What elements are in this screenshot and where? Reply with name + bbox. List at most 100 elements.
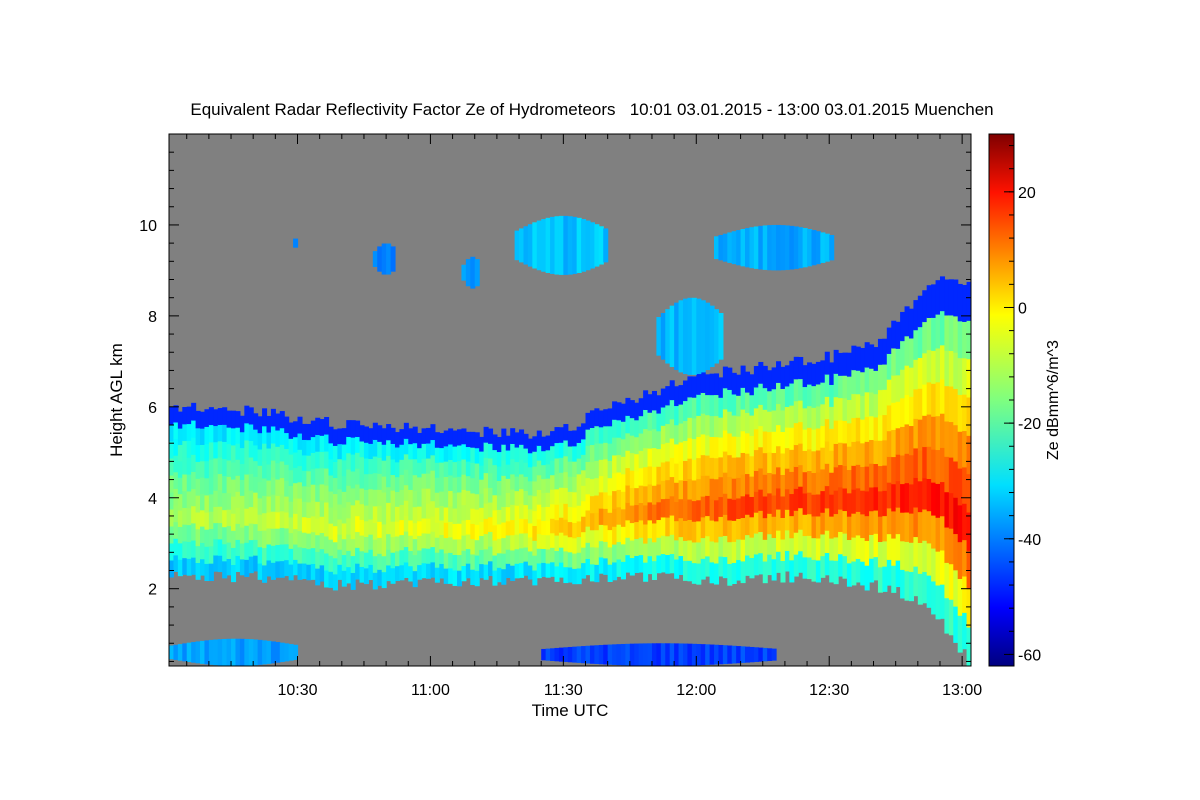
reflectivity-cell (381, 539, 387, 557)
reflectivity-cell (749, 435, 755, 457)
reflectivity-cell (355, 483, 361, 501)
reflectivity-cell (846, 469, 852, 494)
reflectivity-cell (239, 495, 245, 512)
reflectivity-cell (594, 408, 600, 427)
reflectivity-cell (793, 378, 799, 402)
reflectivity-cell (891, 510, 897, 539)
reflectivity-cell (257, 465, 263, 483)
reflectivity-cell (195, 495, 201, 513)
reflectivity-cell (651, 643, 657, 666)
reflectivity-cell (753, 386, 759, 409)
reflectivity-cell (381, 507, 387, 525)
reflectivity-cell (270, 459, 276, 478)
reflectivity-cell (341, 507, 347, 524)
reflectivity-cell (204, 443, 210, 462)
reflectivity-cell (457, 429, 463, 446)
reflectivity-cell (953, 388, 959, 426)
reflectivity-cell (767, 411, 773, 433)
reflectivity-cell (182, 440, 188, 458)
reflectivity-cell (403, 561, 409, 578)
reflectivity-cell (527, 480, 533, 496)
reflectivity-cell (492, 539, 498, 556)
reflectivity-cell (745, 228, 751, 268)
reflectivity-cell (425, 503, 432, 519)
reflectivity-cell (767, 513, 773, 535)
reflectivity-cell (403, 515, 409, 532)
reflectivity-cell (315, 451, 321, 469)
reflectivity-cell (350, 521, 356, 540)
reflectivity-cell (931, 482, 937, 516)
reflectivity-cell (771, 367, 777, 390)
reflectivity-cell (944, 279, 950, 316)
reflectivity-cell (962, 394, 968, 432)
reflectivity-cell (554, 504, 560, 521)
reflectivity-cell (421, 473, 427, 489)
reflectivity-cell (262, 408, 268, 427)
reflectivity-cell (399, 534, 405, 551)
reflectivity-cell (169, 491, 175, 510)
reflectivity-cell (603, 557, 609, 575)
reflectivity-cell (625, 502, 631, 521)
reflectivity-cell (740, 430, 746, 453)
reflectivity-cell (798, 378, 804, 401)
reflectivity-cell (815, 537, 821, 561)
reflectivity-cell (363, 457, 369, 475)
reflectivity-cell (926, 478, 932, 512)
reflectivity-cell (208, 424, 214, 443)
reflectivity-cell (718, 234, 724, 261)
reflectivity-cell (740, 560, 746, 584)
reflectivity-cell (727, 563, 733, 586)
reflectivity-cell (953, 315, 959, 353)
reflectivity-cell (855, 487, 861, 512)
reflectivity-cell (913, 359, 919, 390)
reflectivity-cell (829, 234, 835, 261)
reflectivity-cell (731, 541, 737, 563)
reflectivity-cell (691, 562, 697, 584)
reflectivity-cell (616, 524, 622, 543)
reflectivity-cell (496, 480, 502, 496)
reflectivity-cell (705, 475, 711, 496)
reflectivity-cell (470, 538, 476, 555)
reflectivity-cell (908, 513, 914, 543)
reflectivity-cell (771, 648, 777, 661)
reflectivity-cell (381, 523, 387, 541)
reflectivity-cell (572, 445, 578, 462)
reflectivity-cell (696, 541, 702, 564)
reflectivity-cell (408, 519, 414, 536)
reflectivity-cell (691, 417, 697, 440)
reflectivity-cell (581, 438, 587, 455)
reflectivity-cell (625, 415, 631, 434)
reflectivity-cell (612, 419, 618, 438)
reflectivity-cell (745, 554, 751, 576)
reflectivity-cell (895, 401, 901, 429)
reflectivity-cell (917, 295, 923, 328)
reflectivity-cell (226, 541, 232, 559)
reflectivity-cell (833, 466, 839, 491)
reflectivity-cell (855, 534, 861, 559)
y-tick-label: 4 (148, 491, 157, 508)
reflectivity-cell (842, 487, 848, 512)
reflectivity-cell (222, 407, 228, 425)
reflectivity-cell (634, 419, 640, 438)
reflectivity-cell (262, 425, 268, 444)
reflectivity-cell (284, 543, 290, 561)
reflectivity-cell (439, 519, 445, 536)
reflectivity-cell (377, 521, 383, 538)
reflectivity-cell (315, 484, 321, 502)
reflectivity-cell (793, 488, 799, 511)
reflectivity-cell (904, 570, 910, 601)
reflectivity-cell (908, 367, 914, 397)
reflectivity-cell (527, 494, 533, 510)
reflectivity-cell (408, 458, 414, 475)
reflectivity-cell (638, 432, 644, 451)
reflectivity-cell (346, 550, 352, 568)
reflectivity-cell (877, 566, 883, 593)
reflectivity-cell (811, 559, 817, 582)
reflectivity-cell (257, 481, 263, 499)
reflectivity-cell (860, 537, 866, 562)
reflectivity-cell (173, 438, 179, 456)
reflectivity-cell (372, 572, 378, 590)
reflectivity-cell (270, 511, 276, 529)
reflectivity-cell (363, 552, 369, 569)
reflectivity-cell (550, 561, 556, 577)
